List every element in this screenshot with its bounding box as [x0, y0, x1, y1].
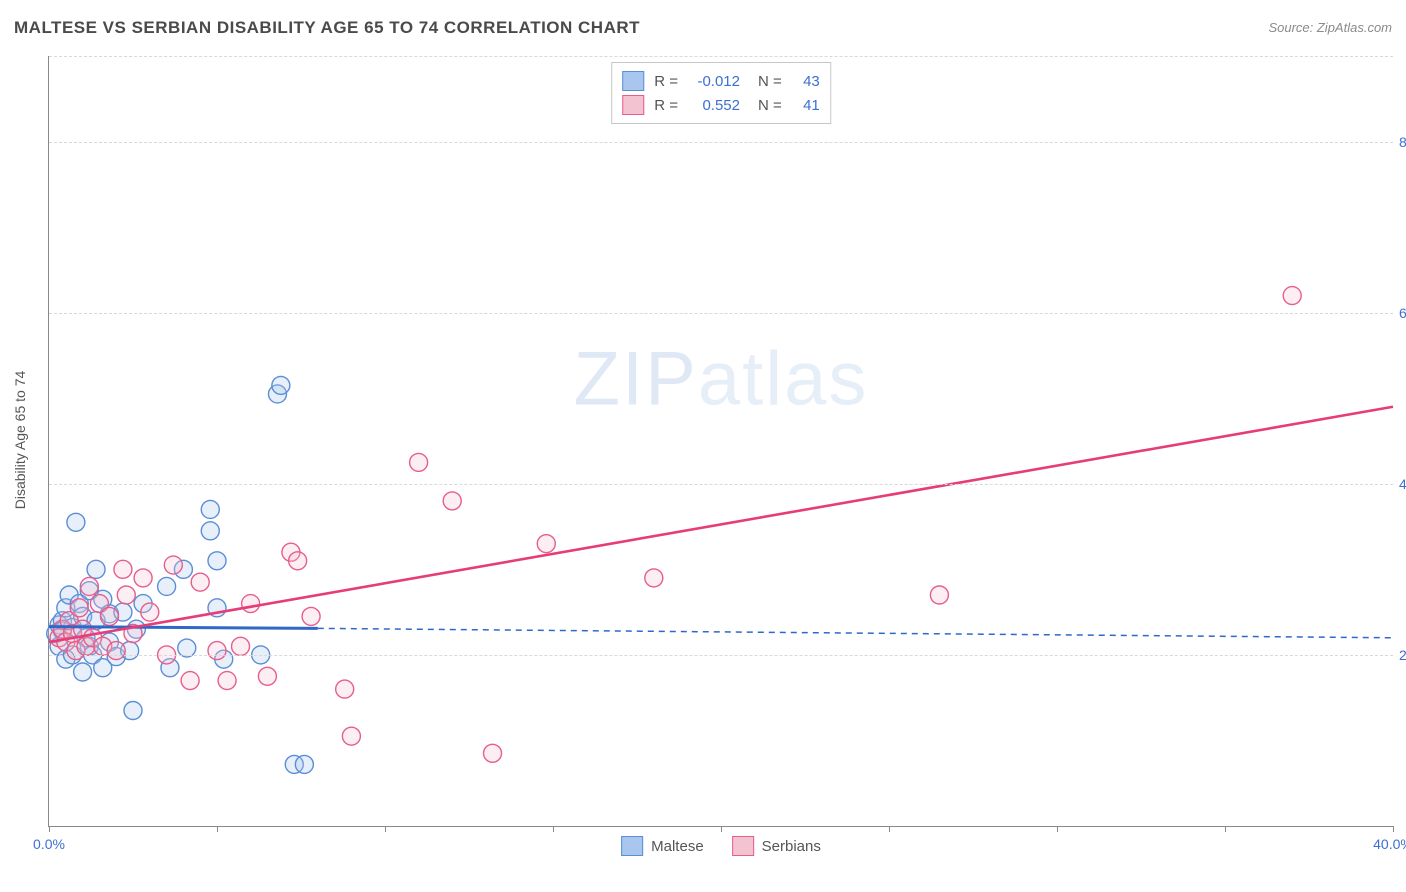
scatter-svg — [49, 56, 1393, 826]
x-tick — [49, 826, 50, 832]
data-point — [930, 586, 948, 604]
data-point — [114, 560, 132, 578]
legend-item-serbians: Serbians — [732, 836, 821, 856]
x-tick — [721, 826, 722, 832]
legend-r-maltese: -0.012 — [688, 73, 740, 90]
data-point — [342, 727, 360, 745]
y-tick-label: 20.0% — [1399, 647, 1406, 663]
data-point — [410, 453, 428, 471]
data-point — [141, 603, 159, 621]
grid-line — [49, 313, 1393, 314]
data-point — [289, 552, 307, 570]
data-point — [484, 744, 502, 762]
data-point — [87, 560, 105, 578]
grid-line — [49, 484, 1393, 485]
grid-line — [49, 142, 1393, 143]
y-tick-label: 80.0% — [1399, 134, 1406, 150]
data-point — [201, 500, 219, 518]
y-tick-label: 60.0% — [1399, 305, 1406, 321]
data-point — [208, 552, 226, 570]
data-point — [258, 667, 276, 685]
chart-plot-area: ZIPatlas R = -0.012 N = 43 R = 0.552 N =… — [48, 56, 1393, 827]
legend-n-maltese: 43 — [792, 73, 820, 90]
legend-correlation-box: R = -0.012 N = 43 R = 0.552 N = 41 — [611, 62, 831, 124]
x-tick — [385, 826, 386, 832]
data-point — [443, 492, 461, 510]
x-tick-label: 40.0% — [1373, 836, 1406, 852]
x-tick-label: 0.0% — [33, 836, 65, 852]
legend-swatch-bottom-maltese — [621, 836, 643, 856]
legend-row-maltese: R = -0.012 N = 43 — [622, 69, 820, 93]
legend-row-serbians: R = 0.552 N = 41 — [622, 93, 820, 117]
data-point — [218, 672, 236, 690]
y-tick-label: 40.0% — [1399, 476, 1406, 492]
data-point — [336, 680, 354, 698]
legend-swatch-serbians — [622, 95, 644, 115]
legend-swatch-maltese — [622, 71, 644, 91]
data-point — [100, 607, 118, 625]
legend-series: Maltese Serbians — [621, 836, 821, 856]
legend-swatch-bottom-serbians — [732, 836, 754, 856]
data-point — [201, 522, 219, 540]
x-tick — [217, 826, 218, 832]
x-tick — [1393, 826, 1394, 832]
data-point — [124, 702, 142, 720]
chart-title: MALTESE VS SERBIAN DISABILITY AGE 65 TO … — [14, 18, 640, 37]
y-axis-label: Disability Age 65 to 74 — [12, 371, 28, 510]
data-point — [181, 672, 199, 690]
x-tick — [1225, 826, 1226, 832]
data-point — [117, 586, 135, 604]
data-point — [191, 573, 209, 591]
x-tick — [553, 826, 554, 832]
data-point — [158, 577, 176, 595]
x-tick — [889, 826, 890, 832]
data-point — [107, 642, 125, 660]
legend-item-maltese: Maltese — [621, 836, 704, 856]
data-point — [70, 599, 88, 617]
chart-header: MALTESE VS SERBIAN DISABILITY AGE 65 TO … — [14, 18, 1392, 46]
data-point — [302, 607, 320, 625]
grid-line — [49, 655, 1393, 656]
data-point — [80, 577, 98, 595]
data-point — [645, 569, 663, 587]
data-point — [232, 637, 250, 655]
data-point — [537, 535, 555, 553]
data-point — [295, 755, 313, 773]
legend-r-serbians: 0.552 — [688, 97, 740, 114]
source-label: Source: ZipAtlas.com — [1268, 20, 1392, 35]
grid-line — [49, 56, 1393, 57]
data-point — [208, 642, 226, 660]
data-point — [74, 663, 92, 681]
data-point — [134, 569, 152, 587]
data-point — [67, 513, 85, 531]
data-point — [272, 376, 290, 394]
data-point — [242, 595, 260, 613]
legend-n-serbians: 41 — [792, 97, 820, 114]
data-point — [1283, 287, 1301, 305]
x-tick — [1057, 826, 1058, 832]
data-point — [164, 556, 182, 574]
